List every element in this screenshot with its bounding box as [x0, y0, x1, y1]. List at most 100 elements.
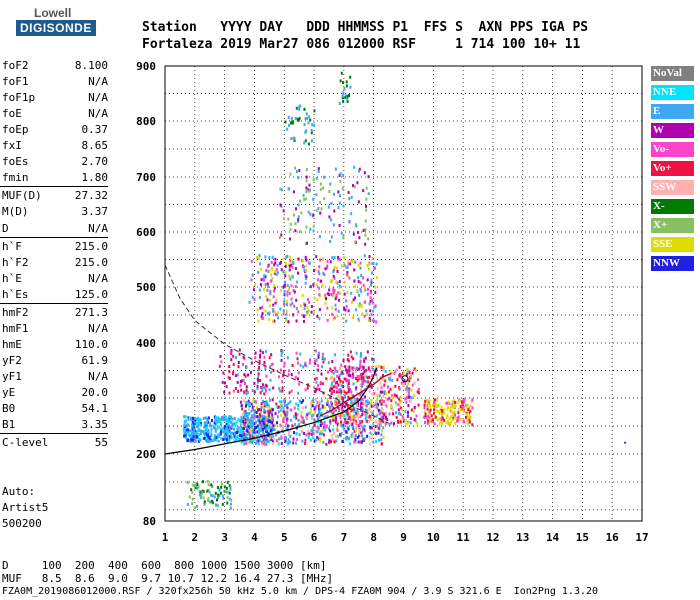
echo-point	[413, 418, 416, 422]
echo-point	[233, 417, 236, 420]
echo-point	[243, 357, 246, 361]
echo-point	[390, 405, 393, 409]
echo-point	[458, 399, 461, 403]
echo-point	[340, 424, 343, 427]
echo-point	[354, 296, 356, 300]
echo-point	[228, 369, 231, 373]
echo-point	[307, 142, 310, 146]
echo-point	[457, 407, 460, 411]
echo-point	[193, 427, 196, 431]
echo-point	[329, 367, 332, 371]
echo-point	[347, 427, 350, 431]
echo-point	[328, 438, 331, 442]
echo-point	[289, 303, 292, 307]
echo-point	[407, 382, 410, 386]
echo-point	[331, 387, 334, 391]
echo-point	[313, 269, 315, 273]
echo-point	[340, 420, 342, 424]
echo-point	[310, 432, 313, 436]
echo-point	[387, 385, 389, 389]
echo-point	[348, 442, 351, 446]
echo-point	[316, 436, 319, 440]
echo-point	[274, 313, 277, 317]
echo-point	[247, 431, 250, 435]
echo-point	[338, 224, 341, 227]
echo-point	[335, 439, 338, 443]
echo-point	[230, 348, 233, 352]
echo-point	[336, 402, 339, 406]
echo-point	[210, 493, 213, 497]
echo-point	[273, 310, 276, 314]
legend-item: X-	[651, 199, 694, 214]
echo-point	[412, 410, 415, 414]
echo-point	[316, 401, 319, 405]
echo-point	[270, 433, 273, 437]
echo-point	[343, 87, 346, 90]
echo-point	[291, 424, 294, 428]
echo-point	[245, 441, 248, 445]
echo-point	[261, 440, 264, 444]
echo-point	[356, 409, 359, 413]
echo-point	[280, 354, 283, 358]
echo-point	[417, 387, 420, 391]
echo-point	[261, 305, 264, 309]
echo-point	[252, 438, 255, 442]
echo-point	[388, 396, 391, 400]
echo-point	[259, 306, 262, 310]
echo-point	[190, 416, 192, 420]
echo-point	[395, 394, 398, 398]
echo-point	[259, 379, 261, 382]
echo-point	[220, 436, 223, 440]
echo-point	[351, 405, 354, 409]
echo-point	[218, 364, 221, 368]
echo-point	[307, 430, 310, 433]
echo-point	[335, 386, 338, 390]
echo-point	[265, 430, 268, 433]
echo-point	[384, 379, 387, 383]
echo-point	[253, 422, 256, 425]
autoscaler-name: Artist5	[2, 501, 49, 514]
echo-point	[217, 439, 220, 443]
echo-point	[223, 424, 226, 428]
echo-point	[361, 428, 364, 431]
echo-point	[366, 292, 369, 296]
echo-point	[248, 403, 250, 407]
echo-point	[286, 284, 289, 288]
echo-point	[350, 355, 353, 359]
echo-point	[342, 423, 345, 427]
echo-point	[369, 425, 372, 429]
echo-point	[370, 271, 373, 275]
echo-point	[391, 396, 394, 400]
echo-point	[336, 426, 339, 430]
echo-point	[415, 414, 418, 418]
echo-point	[338, 286, 341, 289]
echo-point	[367, 319, 370, 323]
echo-point	[424, 421, 426, 424]
echo-point	[207, 440, 209, 443]
echo-point	[322, 186, 325, 190]
echo-point	[305, 179, 308, 183]
echo-point	[380, 429, 383, 433]
echo-point	[339, 172, 342, 176]
echo-point	[375, 320, 378, 324]
echo-point	[213, 415, 216, 419]
echo-point	[299, 104, 302, 108]
echo-point	[286, 293, 289, 297]
echo-point	[341, 401, 343, 405]
echo-point	[350, 401, 353, 405]
echo-point	[282, 209, 285, 213]
echo-point	[266, 417, 269, 421]
echo-point	[323, 273, 326, 276]
echo-point	[292, 213, 295, 217]
echo-point	[438, 411, 441, 415]
x-tick-label: 6	[311, 531, 318, 544]
echo-point	[353, 165, 356, 169]
echo-point	[445, 416, 448, 420]
echo-point	[252, 288, 255, 292]
echo-point	[271, 398, 274, 402]
echo-point	[271, 255, 274, 259]
param-value: 2.70	[81, 155, 109, 169]
echo-point	[462, 399, 465, 403]
echo-point	[240, 388, 243, 392]
echo-point	[282, 312, 285, 316]
